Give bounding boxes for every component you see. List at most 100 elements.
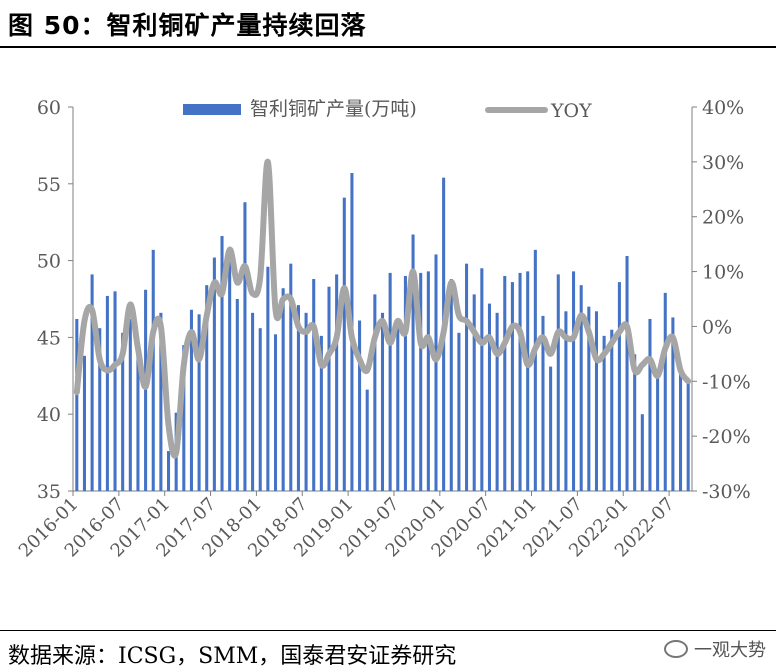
bar <box>679 368 683 491</box>
bar <box>633 354 637 491</box>
legend-bar-swatch <box>183 104 241 115</box>
chart-title: 图 50：智利铜矿产量持续回落 <box>8 11 367 40</box>
watermark-label: 一观大势 <box>694 640 766 661</box>
bar <box>610 329 614 491</box>
bar <box>166 451 171 491</box>
bar <box>273 334 278 491</box>
bar <box>189 309 193 491</box>
bar <box>648 318 652 491</box>
bar <box>159 312 163 491</box>
bar <box>388 272 392 491</box>
bar <box>289 263 293 491</box>
y-left-tick-label: 60 <box>37 97 61 119</box>
bar <box>304 312 308 491</box>
bottom-rule <box>0 630 776 631</box>
bar <box>472 294 476 491</box>
bar <box>296 305 300 491</box>
bar <box>457 332 461 491</box>
bar <box>212 257 216 491</box>
bar <box>373 294 377 491</box>
bar <box>251 312 255 491</box>
bar <box>144 289 148 491</box>
bar <box>541 315 545 491</box>
bar <box>487 303 492 491</box>
bar <box>656 369 660 491</box>
bar <box>105 295 109 491</box>
bar <box>113 291 117 491</box>
bar <box>549 366 553 491</box>
bar <box>564 311 568 491</box>
bar <box>533 249 537 491</box>
bar <box>82 355 86 491</box>
y-right-tick-label: -10% <box>702 371 751 393</box>
bar <box>327 286 331 491</box>
bar <box>197 314 201 491</box>
bar <box>151 249 155 491</box>
bar <box>434 254 438 491</box>
legend-bar-label: 智利铜矿产量(万吨) <box>250 98 417 120</box>
legend-line-label: YOY <box>550 100 592 122</box>
bar <box>319 335 323 491</box>
top-rule <box>0 46 776 48</box>
bar <box>518 272 522 491</box>
yoy-line <box>73 158 692 459</box>
bar <box>556 274 560 491</box>
bar <box>136 348 140 491</box>
bar <box>640 414 644 491</box>
bar <box>419 272 423 491</box>
y-right-tick-label: 30% <box>702 152 744 174</box>
y-left-tick-label: 35 <box>37 481 61 503</box>
bar <box>686 380 690 491</box>
bar <box>663 292 667 491</box>
bar <box>365 389 369 491</box>
bar <box>182 345 186 491</box>
bar <box>121 332 125 491</box>
y-right-tick-label: 20% <box>702 207 744 229</box>
bar <box>358 320 362 491</box>
y-right-tick-label: 10% <box>702 262 744 284</box>
bar <box>594 311 599 491</box>
bar <box>602 335 606 491</box>
bar <box>617 282 621 491</box>
watermark: 一观大势 <box>664 636 766 662</box>
bar <box>335 274 339 491</box>
y-right-tick-label: 40% <box>702 97 744 119</box>
source-note: 数据来源：ICSG，SMM，国泰君安证券研究 <box>8 644 457 669</box>
bar <box>403 275 407 491</box>
y-right-tick-label: 0% <box>702 316 732 338</box>
chart-area: 354045505560-30%-20%-10%0%10%20%30%40%20… <box>15 97 751 561</box>
y-left-tick-label: 55 <box>37 174 61 196</box>
bar <box>228 254 232 491</box>
bar <box>671 317 675 491</box>
y-left-tick-label: 45 <box>37 327 61 349</box>
bar <box>503 275 507 491</box>
bar <box>465 263 469 491</box>
bar <box>220 236 224 491</box>
wechat-icon <box>664 640 688 658</box>
bar <box>480 268 484 491</box>
bar <box>75 318 79 491</box>
bar <box>342 197 346 491</box>
bar <box>235 299 239 491</box>
bar <box>625 255 629 491</box>
bar <box>266 266 270 491</box>
y-left-tick-label: 50 <box>37 251 61 273</box>
bar <box>526 271 530 491</box>
bar <box>587 306 591 491</box>
bar <box>258 328 262 491</box>
bar <box>281 288 285 491</box>
bar <box>90 274 94 491</box>
bar <box>572 271 576 491</box>
y-right-tick-label: -30% <box>702 481 751 503</box>
bar <box>98 328 102 491</box>
bar <box>396 318 400 491</box>
bar <box>426 271 430 491</box>
bar <box>510 282 514 491</box>
y-right-tick-label: -20% <box>702 426 751 448</box>
bar <box>243 202 247 491</box>
bar <box>449 279 453 491</box>
bar <box>380 312 385 491</box>
bar <box>128 318 132 491</box>
bar <box>411 234 415 491</box>
y-left-tick-label: 40 <box>37 404 61 426</box>
